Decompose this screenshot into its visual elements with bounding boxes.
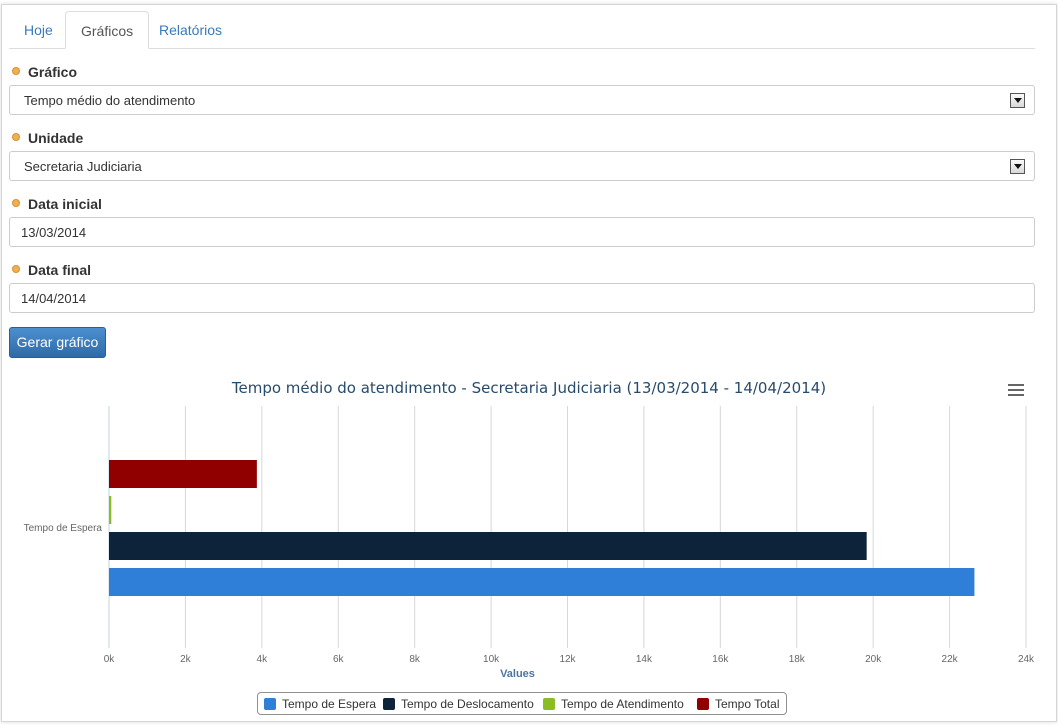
- unidade-label-text: Unidade: [28, 130, 84, 146]
- data-final-label-text: Data final: [28, 262, 92, 278]
- tick-label: 12k: [559, 654, 576, 665]
- chart-legend: Tempo de Espera Tempo de Deslocamento Te…: [257, 692, 787, 715]
- legend-item-espera[interactable]: Tempo de Espera: [264, 693, 376, 715]
- bullet-icon: [12, 133, 20, 142]
- legend-item-deslocamento[interactable]: Tempo de Deslocamento: [383, 693, 534, 715]
- legend-swatch: [383, 697, 395, 710]
- hamburger-menu-icon[interactable]: [1008, 384, 1024, 397]
- bar-chart: 0k 2k 4k 6k 8k 10k 12k 14k 16k 18k 20k 22k 24k Values…: [24, 406, 1035, 680]
- data-inicial-value: 13/03/2014: [21, 225, 87, 240]
- chevron-down-icon[interactable]: [1010, 93, 1025, 108]
- data-inicial-label: Data inicial: [12, 196, 102, 212]
- grafico-select[interactable]: Tempo médio do atendimento: [9, 85, 1035, 115]
- legend-label: Tempo de Atendimento: [561, 697, 684, 711]
- tick-label: 20k: [865, 654, 882, 665]
- legend-item-atendimento[interactable]: Tempo de Atendimento: [543, 693, 684, 715]
- tick-label: 18k: [789, 654, 806, 665]
- data-final-value: 14/04/2014: [21, 291, 87, 306]
- category-label: Tempo de Espera: [24, 523, 103, 534]
- chevron-down-icon[interactable]: [1010, 159, 1025, 174]
- data-inicial-input[interactable]: 13/03/2014: [9, 217, 1035, 247]
- tick-label: 10k: [483, 654, 500, 665]
- tick-label: 0k: [104, 654, 116, 665]
- legend-swatch: [264, 697, 276, 710]
- unidade-label: Unidade: [12, 130, 83, 146]
- bar-tempo-de-deslocamento: [109, 532, 867, 560]
- data-final-label: Data final: [12, 262, 91, 278]
- unidade-select-value: Secretaria Judiciaria: [24, 159, 142, 174]
- bullet-icon: [12, 67, 20, 76]
- tick-label: 4k: [257, 654, 269, 665]
- legend-label: Tempo de Espera: [282, 697, 377, 711]
- tick-label: 16k: [712, 654, 729, 665]
- x-axis-title: Values: [500, 668, 535, 680]
- tick-label: 8k: [409, 654, 421, 665]
- tab-hoje[interactable]: Hoje: [24, 22, 53, 38]
- tab-bar: Hoje Gráficos Relatórios: [9, 11, 1035, 49]
- tick-label: 22k: [942, 654, 959, 665]
- tick-label: 6k: [333, 654, 345, 665]
- unidade-select[interactable]: Secretaria Judiciaria: [9, 151, 1035, 181]
- tab-graficos[interactable]: Gráficos: [65, 11, 150, 49]
- grafico-label: Gráfico: [12, 64, 77, 80]
- gerar-grafico-button[interactable]: Gerar gráfico: [9, 327, 106, 358]
- tab-relatorios[interactable]: Relatórios: [159, 22, 223, 38]
- grafico-select-value: Tempo médio do atendimento: [24, 93, 196, 108]
- bullet-icon: [12, 265, 20, 274]
- bar-tempo-de-atendimento: [109, 496, 112, 524]
- bar-tempo-total: [109, 460, 257, 488]
- legend-swatch: [543, 697, 555, 710]
- legend-label: Tempo de Deslocamento: [401, 697, 534, 711]
- tick-label: 14k: [636, 654, 653, 665]
- legend-swatch: [697, 697, 709, 710]
- legend-item-total[interactable]: Tempo Total: [697, 693, 779, 715]
- bullet-icon: [12, 199, 20, 208]
- data-inicial-label-text: Data inicial: [28, 196, 102, 212]
- grafico-label-text: Gráfico: [28, 64, 78, 80]
- tick-label: 2k: [180, 654, 192, 665]
- app-frame: [1, 4, 1057, 722]
- data-final-input[interactable]: 14/04/2014: [9, 283, 1035, 313]
- chart-title: Tempo médio do atendimento - Secretaria …: [231, 379, 827, 397]
- tick-label: 24k: [1018, 654, 1035, 665]
- bar-tempo-de-espera: [109, 568, 975, 596]
- legend-label: Tempo Total: [715, 697, 780, 711]
